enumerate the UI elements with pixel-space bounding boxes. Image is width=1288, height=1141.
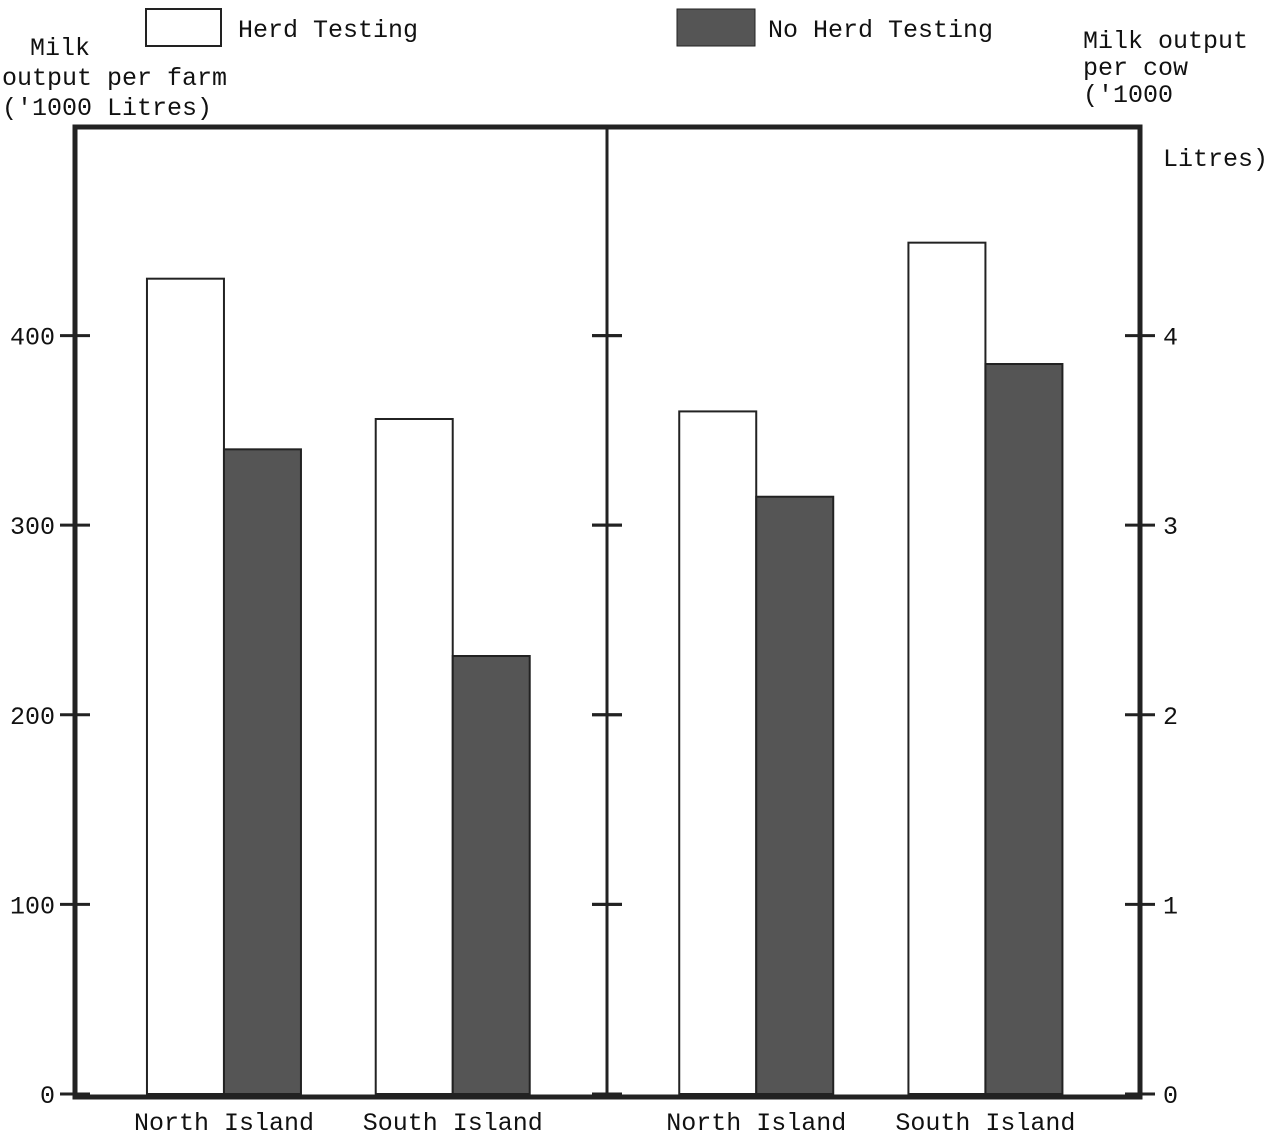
bar bbox=[907, 241, 987, 1096]
axis-title: ('1000 bbox=[1083, 81, 1173, 110]
axis-title: per cow bbox=[1083, 54, 1188, 83]
y-tick-label: 1 bbox=[1163, 892, 1178, 921]
axis-title: output per farm bbox=[2, 64, 227, 93]
bar bbox=[374, 417, 454, 1095]
y-tick-label: 100 bbox=[10, 892, 55, 921]
legend-label: No Herd Testing bbox=[768, 16, 993, 45]
axis-title: Milk output bbox=[1083, 27, 1248, 56]
legend-label: Herd Testing bbox=[238, 16, 418, 45]
bar bbox=[222, 448, 302, 1096]
y-tick-label: 200 bbox=[10, 703, 55, 732]
y-tick-label: 4 bbox=[1163, 324, 1178, 353]
y-tick-label: 0 bbox=[1163, 1082, 1178, 1111]
x-tick-label: North Island bbox=[666, 1109, 846, 1138]
y-tick-label: 300 bbox=[10, 513, 55, 542]
bar bbox=[451, 655, 531, 1095]
legend-swatch bbox=[676, 8, 756, 47]
bar bbox=[678, 410, 758, 1096]
y-tick-label: 400 bbox=[10, 324, 55, 353]
bar bbox=[984, 363, 1064, 1095]
x-tick-label: South Island bbox=[363, 1109, 543, 1138]
bar bbox=[145, 277, 225, 1095]
x-tick-label: North Island bbox=[134, 1109, 314, 1138]
axis-title: Milk bbox=[30, 34, 90, 63]
axis-title: Litres) bbox=[1163, 145, 1268, 174]
x-tick-label: South Island bbox=[895, 1109, 1075, 1138]
y-tick-label: 0 bbox=[40, 1082, 55, 1111]
axis-title: ('1000 Litres) bbox=[2, 94, 212, 123]
y-tick-label: 3 bbox=[1163, 513, 1178, 542]
legend-swatch bbox=[145, 8, 222, 47]
bar bbox=[755, 495, 835, 1095]
y-tick-label: 2 bbox=[1163, 703, 1178, 732]
